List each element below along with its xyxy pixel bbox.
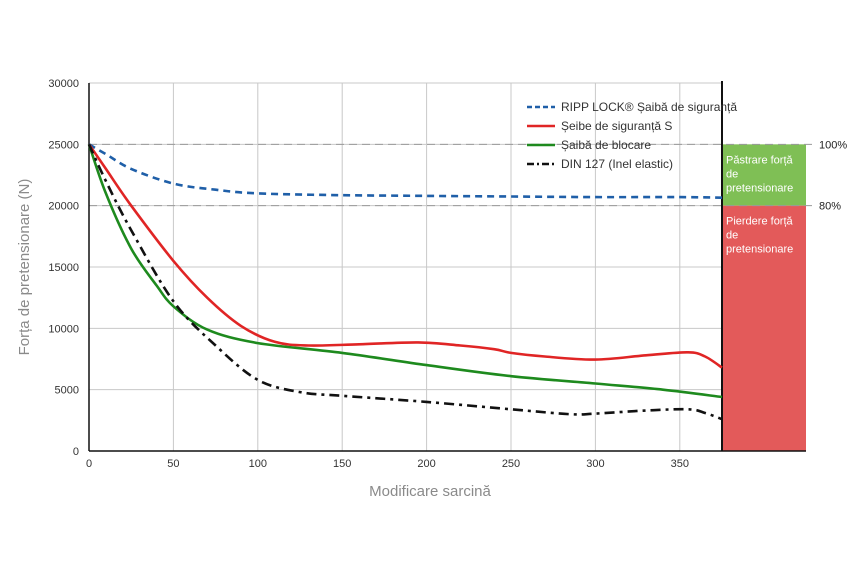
x-axis-label: Modificare sarcină bbox=[369, 483, 491, 500]
y-tick-label: 30000 bbox=[48, 78, 79, 90]
legend: RIPP LOCK® Șaibă de siguranță Șeibe de si… bbox=[527, 100, 737, 171]
band-loss bbox=[722, 205, 806, 451]
legend-entry: Șaibă de blocare bbox=[561, 138, 651, 152]
reference-label: 80% bbox=[819, 201, 841, 213]
series-line-saiba-blocare bbox=[87, 143, 723, 399]
bands: Păstrare forță de pretensionare Pierdere fo… bbox=[722, 144, 806, 451]
band-label: de bbox=[726, 230, 738, 242]
series-line-din-127 bbox=[87, 143, 723, 421]
y-axis-label: Forța de pretensionare (N) bbox=[16, 179, 33, 356]
series-line-seibe-siguranta-s bbox=[87, 143, 723, 369]
legend-entry: DIN 127 (Inel elastic) bbox=[561, 157, 673, 171]
axes: 0 50 100 150 200 250 300 350 0 5000 10000 15000 2000… bbox=[48, 78, 806, 470]
band-label: de bbox=[726, 168, 738, 180]
x-tick-label: 350 bbox=[671, 458, 689, 470]
reference-lines: 100% 80% bbox=[89, 139, 847, 213]
x-tick-label: 250 bbox=[502, 458, 520, 470]
y-tick-label: 15000 bbox=[48, 262, 79, 274]
band-retention bbox=[722, 144, 806, 206]
series bbox=[87, 143, 723, 421]
legend-entry: RIPP LOCK® Șaibă de siguranță bbox=[561, 100, 737, 114]
band-label: pretensionare bbox=[726, 182, 793, 194]
y-tick-label: 10000 bbox=[48, 323, 79, 335]
y-tick-label: 25000 bbox=[48, 139, 79, 151]
x-tick-label: 150 bbox=[333, 458, 351, 470]
series-line-ripp-lock bbox=[88, 143, 723, 199]
x-tick-label: 50 bbox=[167, 458, 179, 470]
x-tick-label: 200 bbox=[417, 458, 435, 470]
band-label: pretensionare bbox=[726, 244, 793, 256]
x-tick-label: 100 bbox=[249, 458, 267, 470]
band-label: Păstrare forță bbox=[726, 154, 794, 166]
x-tick-label: 300 bbox=[586, 458, 604, 470]
y-tick-label: 20000 bbox=[48, 201, 79, 213]
reference-label: 100% bbox=[819, 139, 847, 151]
x-tick-label: 0 bbox=[86, 458, 92, 470]
legend-entry: Șeibe de siguranță S bbox=[561, 119, 672, 133]
band-label: Pierdere forță bbox=[726, 216, 794, 228]
y-tick-label: 0 bbox=[73, 446, 79, 458]
y-tick-label: 5000 bbox=[55, 385, 79, 397]
